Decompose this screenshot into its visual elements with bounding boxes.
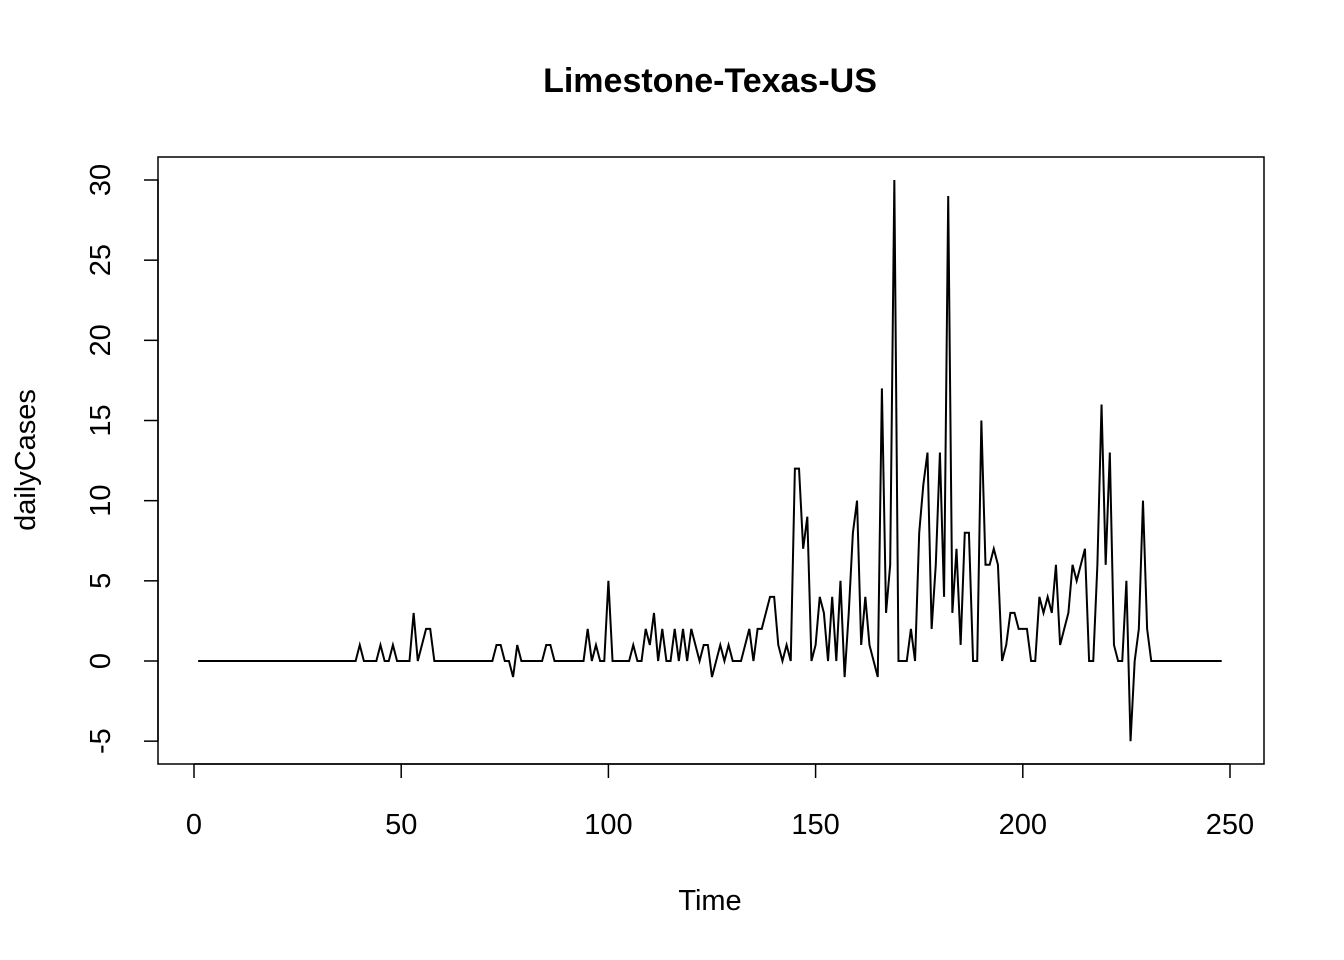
y-tick-label: 15 [85, 404, 117, 436]
x-axis: 0 50 100 150 200 250 [186, 763, 1254, 841]
chart-title: Limestone-Texas-US [543, 62, 877, 100]
y-tick-label: -5 [85, 728, 117, 754]
daily-cases-line [198, 179, 1222, 742]
y-tick-label: 20 [85, 324, 117, 356]
x-tick-label: 200 [999, 809, 1047, 841]
x-tick-label: 100 [584, 809, 632, 841]
x-tick-label: 150 [791, 809, 839, 841]
y-axis: -5 0 5 10 15 20 25 30 [85, 164, 159, 754]
y-tick-label: 30 [85, 164, 117, 196]
y-tick-label: 0 [85, 653, 117, 669]
y-axis-label: dailyCases [10, 389, 42, 531]
x-axis-label: Time [678, 885, 741, 917]
y-tick-label: 5 [85, 573, 117, 589]
y-tick-label: 25 [85, 244, 117, 276]
y-tick-label: 10 [85, 485, 117, 517]
x-tick-label: 50 [385, 809, 417, 841]
x-tick-label: 0 [186, 809, 202, 841]
x-tick-label: 250 [1206, 809, 1254, 841]
